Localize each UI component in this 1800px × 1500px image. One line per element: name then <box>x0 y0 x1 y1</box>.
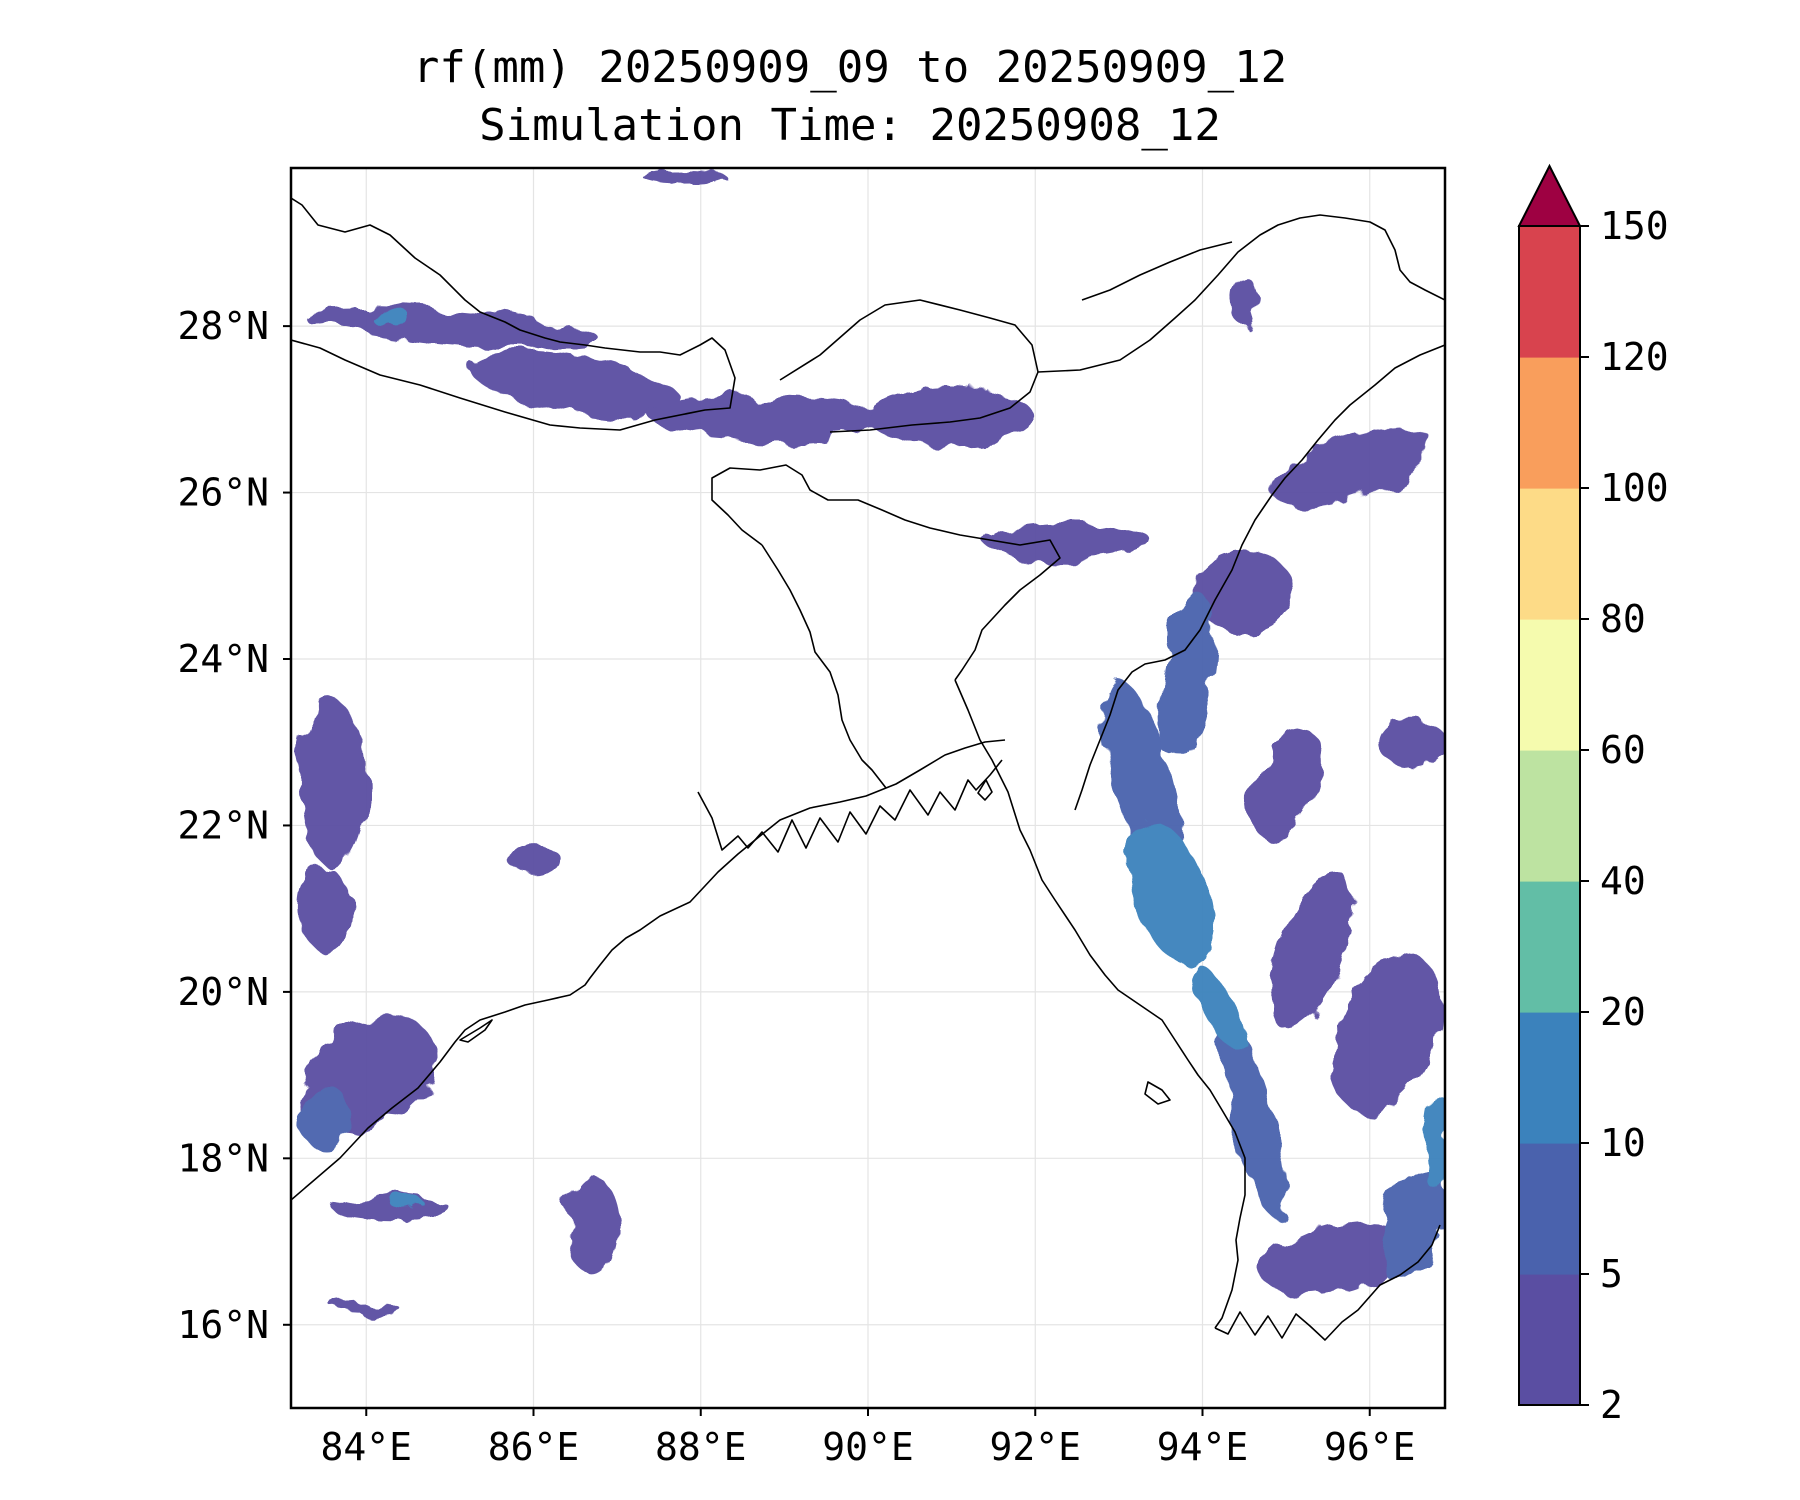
colorbar-tick-label: 60 <box>1600 728 1646 772</box>
rain-area <box>985 521 1153 564</box>
colorbar-tick-label: 5 <box>1600 1252 1623 1296</box>
rain-area <box>642 168 726 185</box>
rain-area <box>370 311 413 325</box>
lat-tick-label: 16°N <box>177 1303 269 1347</box>
rain-area <box>1378 717 1445 768</box>
lat-tick-label: 18°N <box>177 1136 269 1180</box>
rain-area <box>1331 953 1442 1114</box>
colorbar-segment <box>1519 1274 1580 1406</box>
colorbar-tick-label: 80 <box>1600 597 1646 641</box>
colorbar-segment <box>1519 619 1580 751</box>
rain-area <box>1157 593 1215 758</box>
lat-tick-label: 24°N <box>177 637 269 681</box>
colorbar-segment <box>1519 226 1580 358</box>
lon-tick-label: 86°E <box>488 1425 580 1469</box>
colorbar-tick-label: 40 <box>1600 859 1646 903</box>
rain-area <box>508 842 559 876</box>
coastline-sundarbans <box>697 759 1003 853</box>
longitude-axis: 84°E 86°E 88°E 90°E 92°E 94°E 96°E <box>321 1408 1416 1469</box>
rain-area <box>1125 820 1213 964</box>
rain-area <box>332 1301 400 1315</box>
colorbar-frame <box>1518 225 1581 1406</box>
rain-area <box>1273 428 1433 508</box>
coastline-irrawaddy-delta <box>1214 1224 1441 1341</box>
lat-tick-label: 22°N <box>177 803 269 847</box>
rain-area <box>1424 1091 1445 1192</box>
rain-area <box>391 1197 425 1211</box>
rain-area <box>468 350 683 419</box>
border-nepal <box>291 197 736 431</box>
rain-area <box>868 388 1036 447</box>
rain-area <box>1231 276 1257 327</box>
colorbar-tick-label: 120 <box>1600 335 1669 379</box>
rain-area <box>1194 550 1295 635</box>
border-bangladesh-west <box>761 544 887 789</box>
border-northeast-india <box>1037 214 1445 373</box>
border-myanmar-india <box>1074 344 1445 811</box>
colorbar-segment <box>1519 881 1580 1013</box>
lon-tick-label: 92°E <box>989 1425 1081 1469</box>
colorbar-segment <box>1519 357 1580 489</box>
rain-area <box>299 867 350 951</box>
lat-tick-label: 28°N <box>177 304 269 348</box>
rain-area <box>1268 871 1354 1030</box>
island-cheduba <box>1144 1081 1171 1105</box>
rain-area <box>332 1195 450 1221</box>
rain-area <box>566 1174 618 1275</box>
map-title-line-1: rf(mm) 20250909_09 to 20250909_12 <box>412 42 1288 93</box>
coastlines-and-borders <box>291 197 1445 1341</box>
map-title-line-2: Simulation Time: 20250908_12 <box>479 100 1221 151</box>
lon-tick-label: 84°E <box>321 1425 413 1469</box>
latitude-axis: 16°N 18°N 20°N 22°N 24°N 26°N 28°N <box>177 304 291 1347</box>
island-andaman-north <box>977 779 993 801</box>
lon-tick-label: 94°E <box>1157 1425 1249 1469</box>
rainfall-contours <box>296 168 1445 1315</box>
colorbar-tick-label: 150 <box>1600 204 1669 248</box>
chilika-lake <box>459 1019 493 1043</box>
colorbar-segment <box>1519 488 1580 620</box>
rain-area <box>1218 1012 1288 1222</box>
lon-tick-label: 90°E <box>822 1425 914 1469</box>
colorbar-tick-label: 10 <box>1600 1121 1646 1165</box>
lat-tick-label: 26°N <box>177 471 269 515</box>
colorbar-tick-label: 100 <box>1600 466 1669 510</box>
rain-area <box>1248 727 1324 840</box>
rain-area <box>299 700 367 868</box>
coastline-east-india <box>291 739 1006 1201</box>
lon-tick-label: 88°E <box>655 1425 747 1469</box>
border-tibet <box>1081 241 1233 301</box>
colorbar-segment <box>1519 750 1580 882</box>
colorbar-extend-arrow <box>1517 163 1582 227</box>
colorbar-segment <box>1519 1143 1580 1275</box>
rain-area <box>1263 1220 1410 1296</box>
border-bhutan <box>779 299 1039 433</box>
rain-area <box>1377 1169 1445 1281</box>
lon-tick-label: 96°E <box>1324 1425 1416 1469</box>
coastline-bangladesh-myanmar <box>954 679 1246 1329</box>
rain-area <box>299 1083 350 1151</box>
colorbar-tick-label: 20 <box>1600 990 1646 1034</box>
border-bangladesh <box>711 464 1061 681</box>
colorbar-segment <box>1519 1012 1580 1144</box>
colorbar: 2 5 10 20 40 60 80 100 120 150 <box>1517 163 1669 1427</box>
rain-area <box>1190 964 1249 1053</box>
lat-tick-label: 20°N <box>177 970 269 1014</box>
rain-area <box>650 396 885 439</box>
colorbar-tick-label: 2 <box>1600 1383 1623 1427</box>
